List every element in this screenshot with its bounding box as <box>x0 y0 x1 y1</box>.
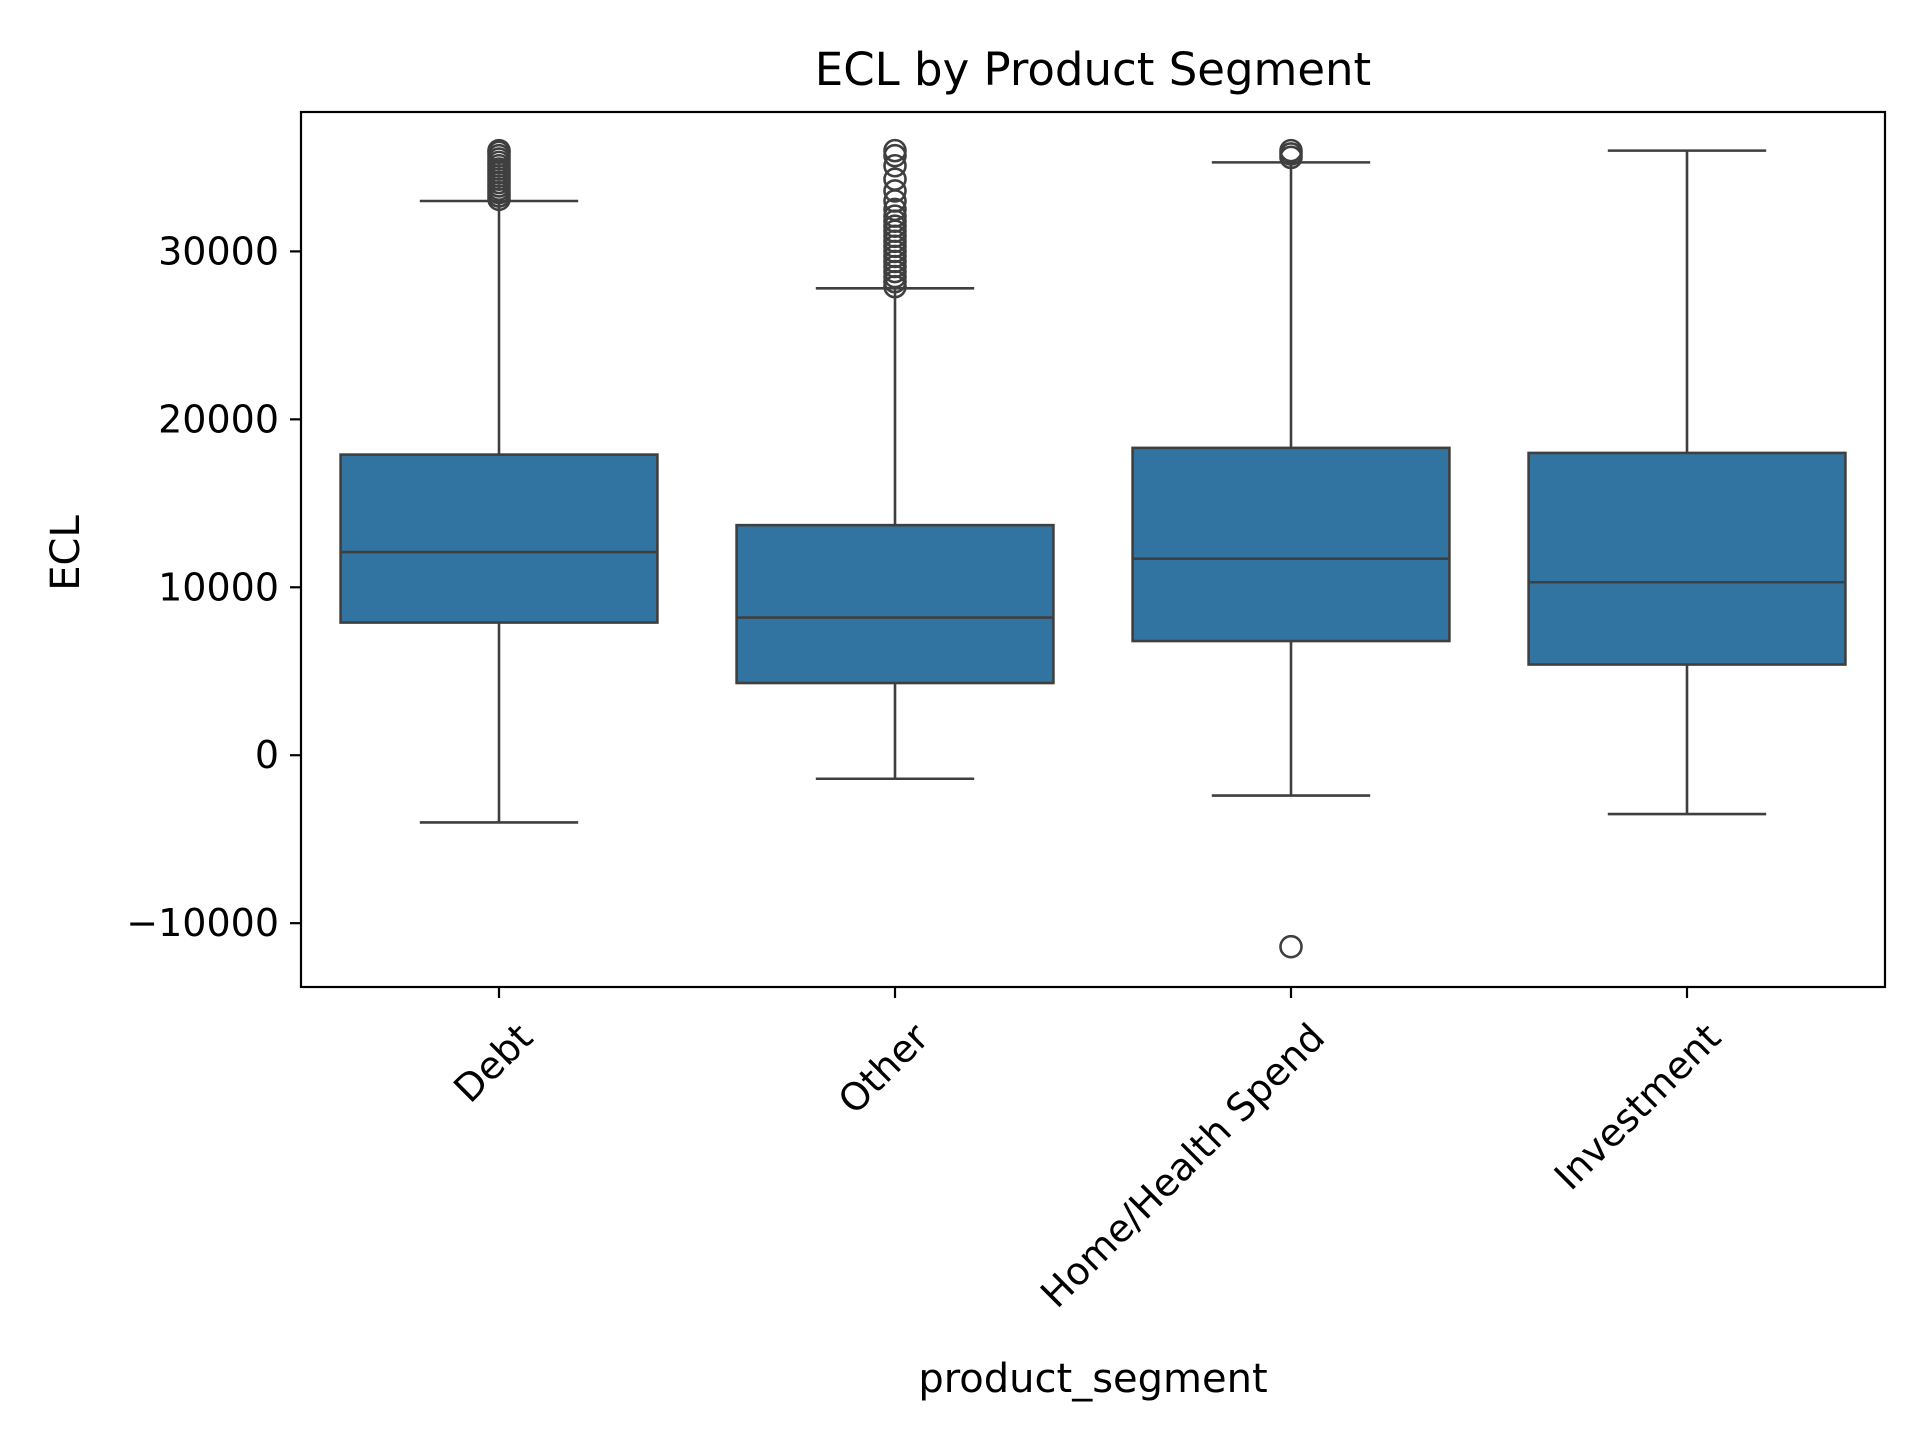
outlier-point <box>883 204 907 228</box>
x-tick-label: Investment <box>1546 1015 1729 1198</box>
outlier-point <box>1279 934 1303 959</box>
y-axis-label: ECL <box>43 515 89 591</box>
box-investment <box>1527 149 1847 816</box>
box-home-health-spend <box>1131 138 1451 959</box>
outlier-point <box>883 197 907 222</box>
x-axis-ticks: Debt Other Home/Health Spend Investment <box>445 987 1729 1316</box>
y-tick-label: −10000 <box>126 901 279 945</box>
chart-title: ECL by Product Segment <box>815 43 1371 96</box>
outlier-point <box>883 138 907 163</box>
outlier-point <box>883 153 907 178</box>
y-axis-ticks: −10000 0 10000 20000 30000 <box>126 229 301 945</box>
iqr-box <box>1131 446 1451 643</box>
outlier-point <box>883 167 907 191</box>
x-axis-label: product_segment <box>918 1356 1267 1402</box>
iqr-box <box>1527 451 1847 666</box>
y-tick-label: 0 <box>255 733 279 777</box>
y-tick-label: 20000 <box>158 397 279 441</box>
outlier-point <box>883 179 907 203</box>
y-tick-label: 10000 <box>158 565 279 609</box>
iqr-box <box>735 523 1055 685</box>
outlier-point <box>487 138 511 163</box>
outlier-point <box>1279 138 1303 163</box>
box-other <box>735 138 1055 781</box>
y-tick-label: 30000 <box>158 229 279 273</box>
box-debt <box>339 138 659 824</box>
plot-frame <box>299 110 1887 989</box>
plot-area <box>339 138 1847 959</box>
x-tick-label: Home/Health Spend <box>1032 1015 1333 1316</box>
iqr-box <box>339 453 659 624</box>
x-tick-label: Other <box>830 1015 938 1123</box>
x-tick-label: Debt <box>445 1015 541 1111</box>
